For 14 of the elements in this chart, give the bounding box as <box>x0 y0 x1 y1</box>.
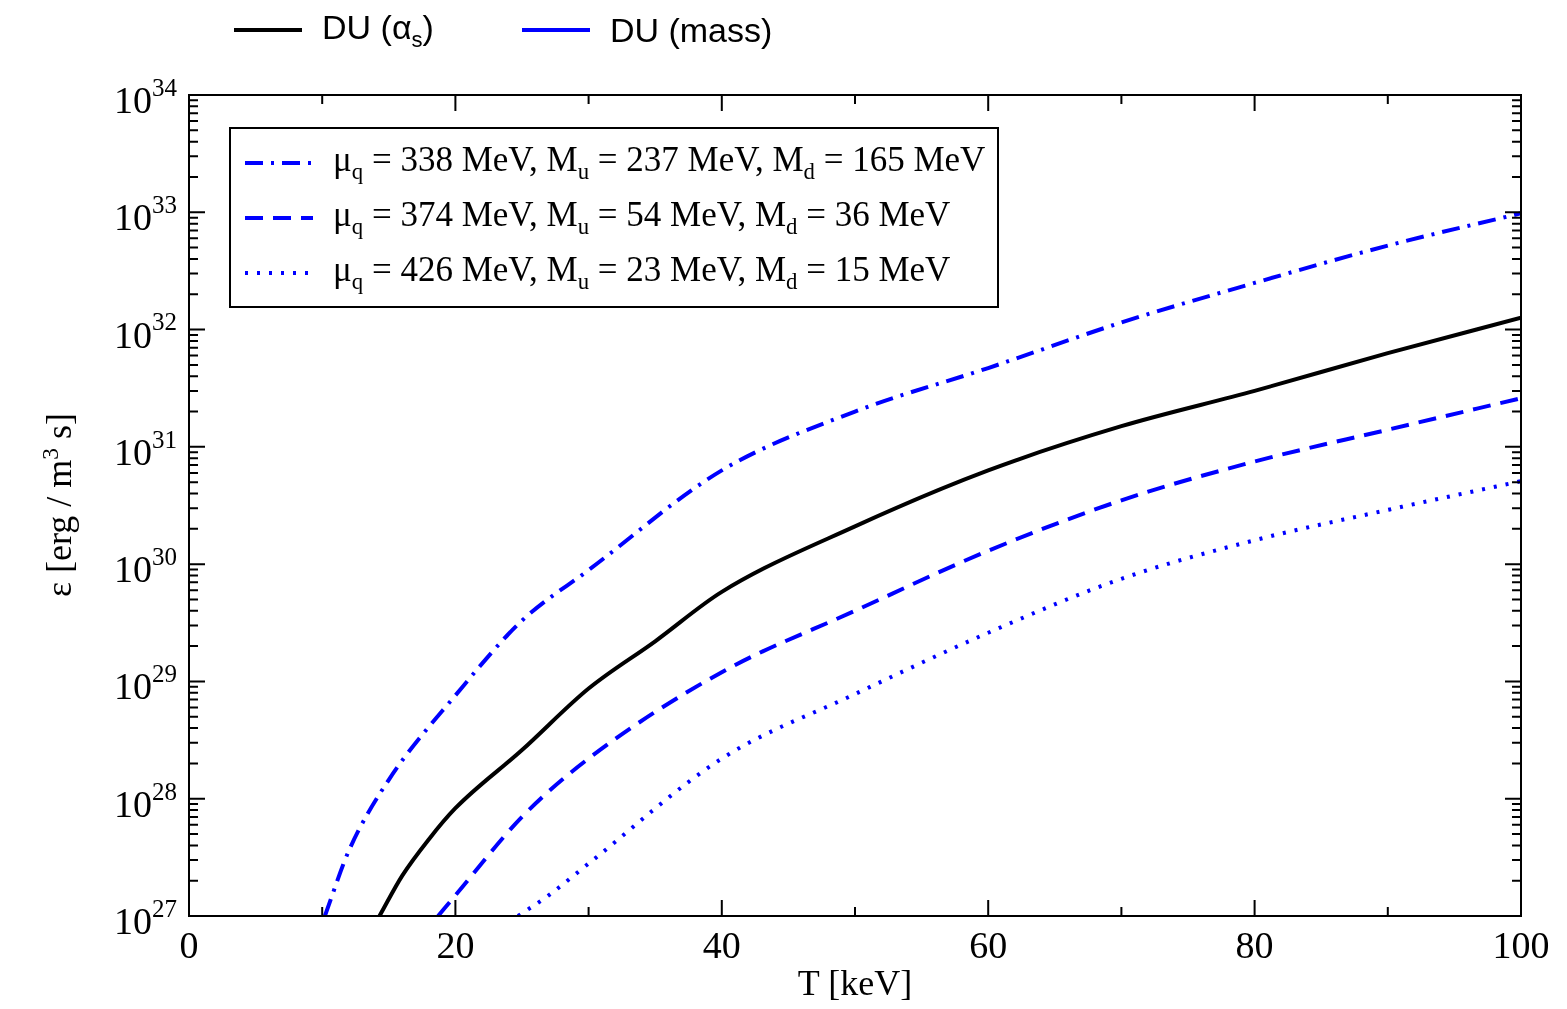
line-series <box>436 396 1521 916</box>
legend-label: DU (α$_{s}$) <box>322 8 434 53</box>
x-tick-label: 0 <box>179 924 199 966</box>
legend-label: μ$_{q}$ = 338 MeV, M$_{u}$ = 237 MeV, M$_{d}$ = 165 MeV <box>333 140 986 185</box>
legend-label: μ$_{q}$ = 426 MeV, M$_{u}$ = 23 MeV, M$_{d}$ = 15 MeV <box>333 250 951 295</box>
x-tick-label: 100 <box>1492 924 1550 966</box>
x-tick-label: 60 <box>969 924 1008 966</box>
line-series <box>516 479 1521 916</box>
x-tick-label: 40 <box>702 924 741 966</box>
x-tick-label: 20 <box>436 924 475 966</box>
text: DU (mass) <box>609 10 773 50</box>
x-axis-title: T [keV] <box>797 962 913 1004</box>
x-tick-label: 80 <box>1235 924 1274 966</box>
legend-label: μ$_{q}$ = 374 MeV, M$_{u}$ = 54 MeV, M$_{d}$ = 36 MeV <box>333 195 951 240</box>
